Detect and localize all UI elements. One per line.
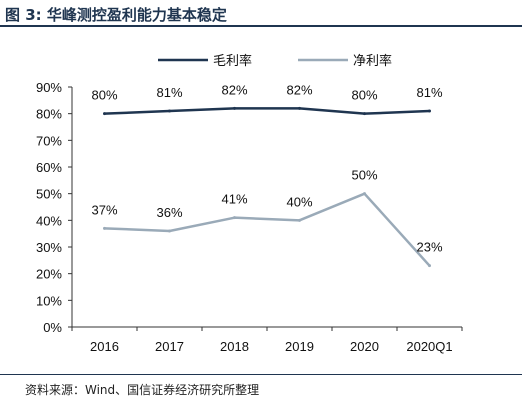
data-label: 23% [416, 240, 442, 255]
y-tick-label: 40% [36, 213, 62, 228]
data-label: 81% [156, 85, 182, 100]
series-line-0 [104, 107, 430, 115]
data-label: 80% [91, 88, 117, 103]
x-tick-label: 2020 [350, 339, 379, 354]
margin-line-chart: 毛利率 净利率 0% 10% 20% 30% 40% 50% 60% 70% 80% 90% 201… [36, 53, 463, 354]
data-point [233, 106, 236, 110]
data-point [428, 109, 431, 113]
x-tick-label: 2020Q1 [406, 339, 452, 354]
source-note: 资料来源：Wind、国信证券经济研究所整理 [25, 383, 260, 397]
y-tick-label: 10% [36, 293, 62, 308]
x-tick-label: 2017 [155, 339, 184, 354]
x-axis: 2016 2017 2018 2019 2020 2020Q1 [71, 326, 463, 354]
y-tick-label: 80% [36, 107, 62, 122]
legend-label: 净利率 [353, 53, 392, 68]
figure-title: 图 3: 华峰测控盈利能力基本稳定 [5, 6, 227, 24]
data-point [168, 109, 171, 113]
chart-area: 毛利率 净利率 0% 10% 20% 30% 40% 50% 60% 70% 80% 90% 201… [0, 27, 522, 367]
figure-header: 图 3: 华峰测控盈利能力基本稳定 [0, 0, 522, 27]
y-tick-label: 0% [43, 320, 62, 335]
legend-label: 毛利率 [213, 53, 252, 68]
data-label: 82% [221, 82, 247, 97]
y-tick-label: 50% [36, 187, 62, 202]
figure-footer: 资料来源：Wind、国信证券经济研究所整理 [0, 374, 522, 401]
data-label: 50% [351, 168, 377, 183]
data-point [363, 192, 366, 196]
chart-legend: 毛利率 净利率 [158, 53, 392, 68]
data-label: 80% [351, 88, 377, 103]
data-label: 37% [91, 202, 117, 217]
x-tick-label: 2019 [285, 339, 314, 354]
x-tick-label: 2018 [220, 339, 249, 354]
data-point [298, 218, 301, 222]
y-tick-label: 60% [36, 160, 62, 175]
y-tick-label: 90% [36, 80, 62, 95]
series-line-1 [104, 192, 431, 267]
y-axis: 0% 10% 20% 30% 40% 50% 60% 70% 80% 90% [36, 80, 73, 335]
series-layer: 80% 81% 82% 82% 80% 81% 37% 36% 41% 40% 50% 23% [91, 82, 443, 268]
data-point [103, 112, 106, 116]
data-label: 36% [156, 205, 182, 220]
data-label: 41% [221, 192, 247, 207]
data-point [103, 226, 106, 230]
data-point [428, 264, 431, 268]
x-tick-label: 2016 [90, 339, 119, 354]
data-point [233, 216, 236, 220]
data-label: 82% [286, 82, 312, 97]
y-tick-label: 30% [36, 240, 62, 255]
data-point [298, 106, 301, 110]
data-label: 81% [416, 85, 442, 100]
y-tick-label: 20% [36, 267, 62, 282]
data-point [363, 112, 366, 116]
data-label: 40% [286, 194, 312, 209]
y-tick-label: 70% [36, 133, 62, 148]
data-point [168, 229, 171, 233]
